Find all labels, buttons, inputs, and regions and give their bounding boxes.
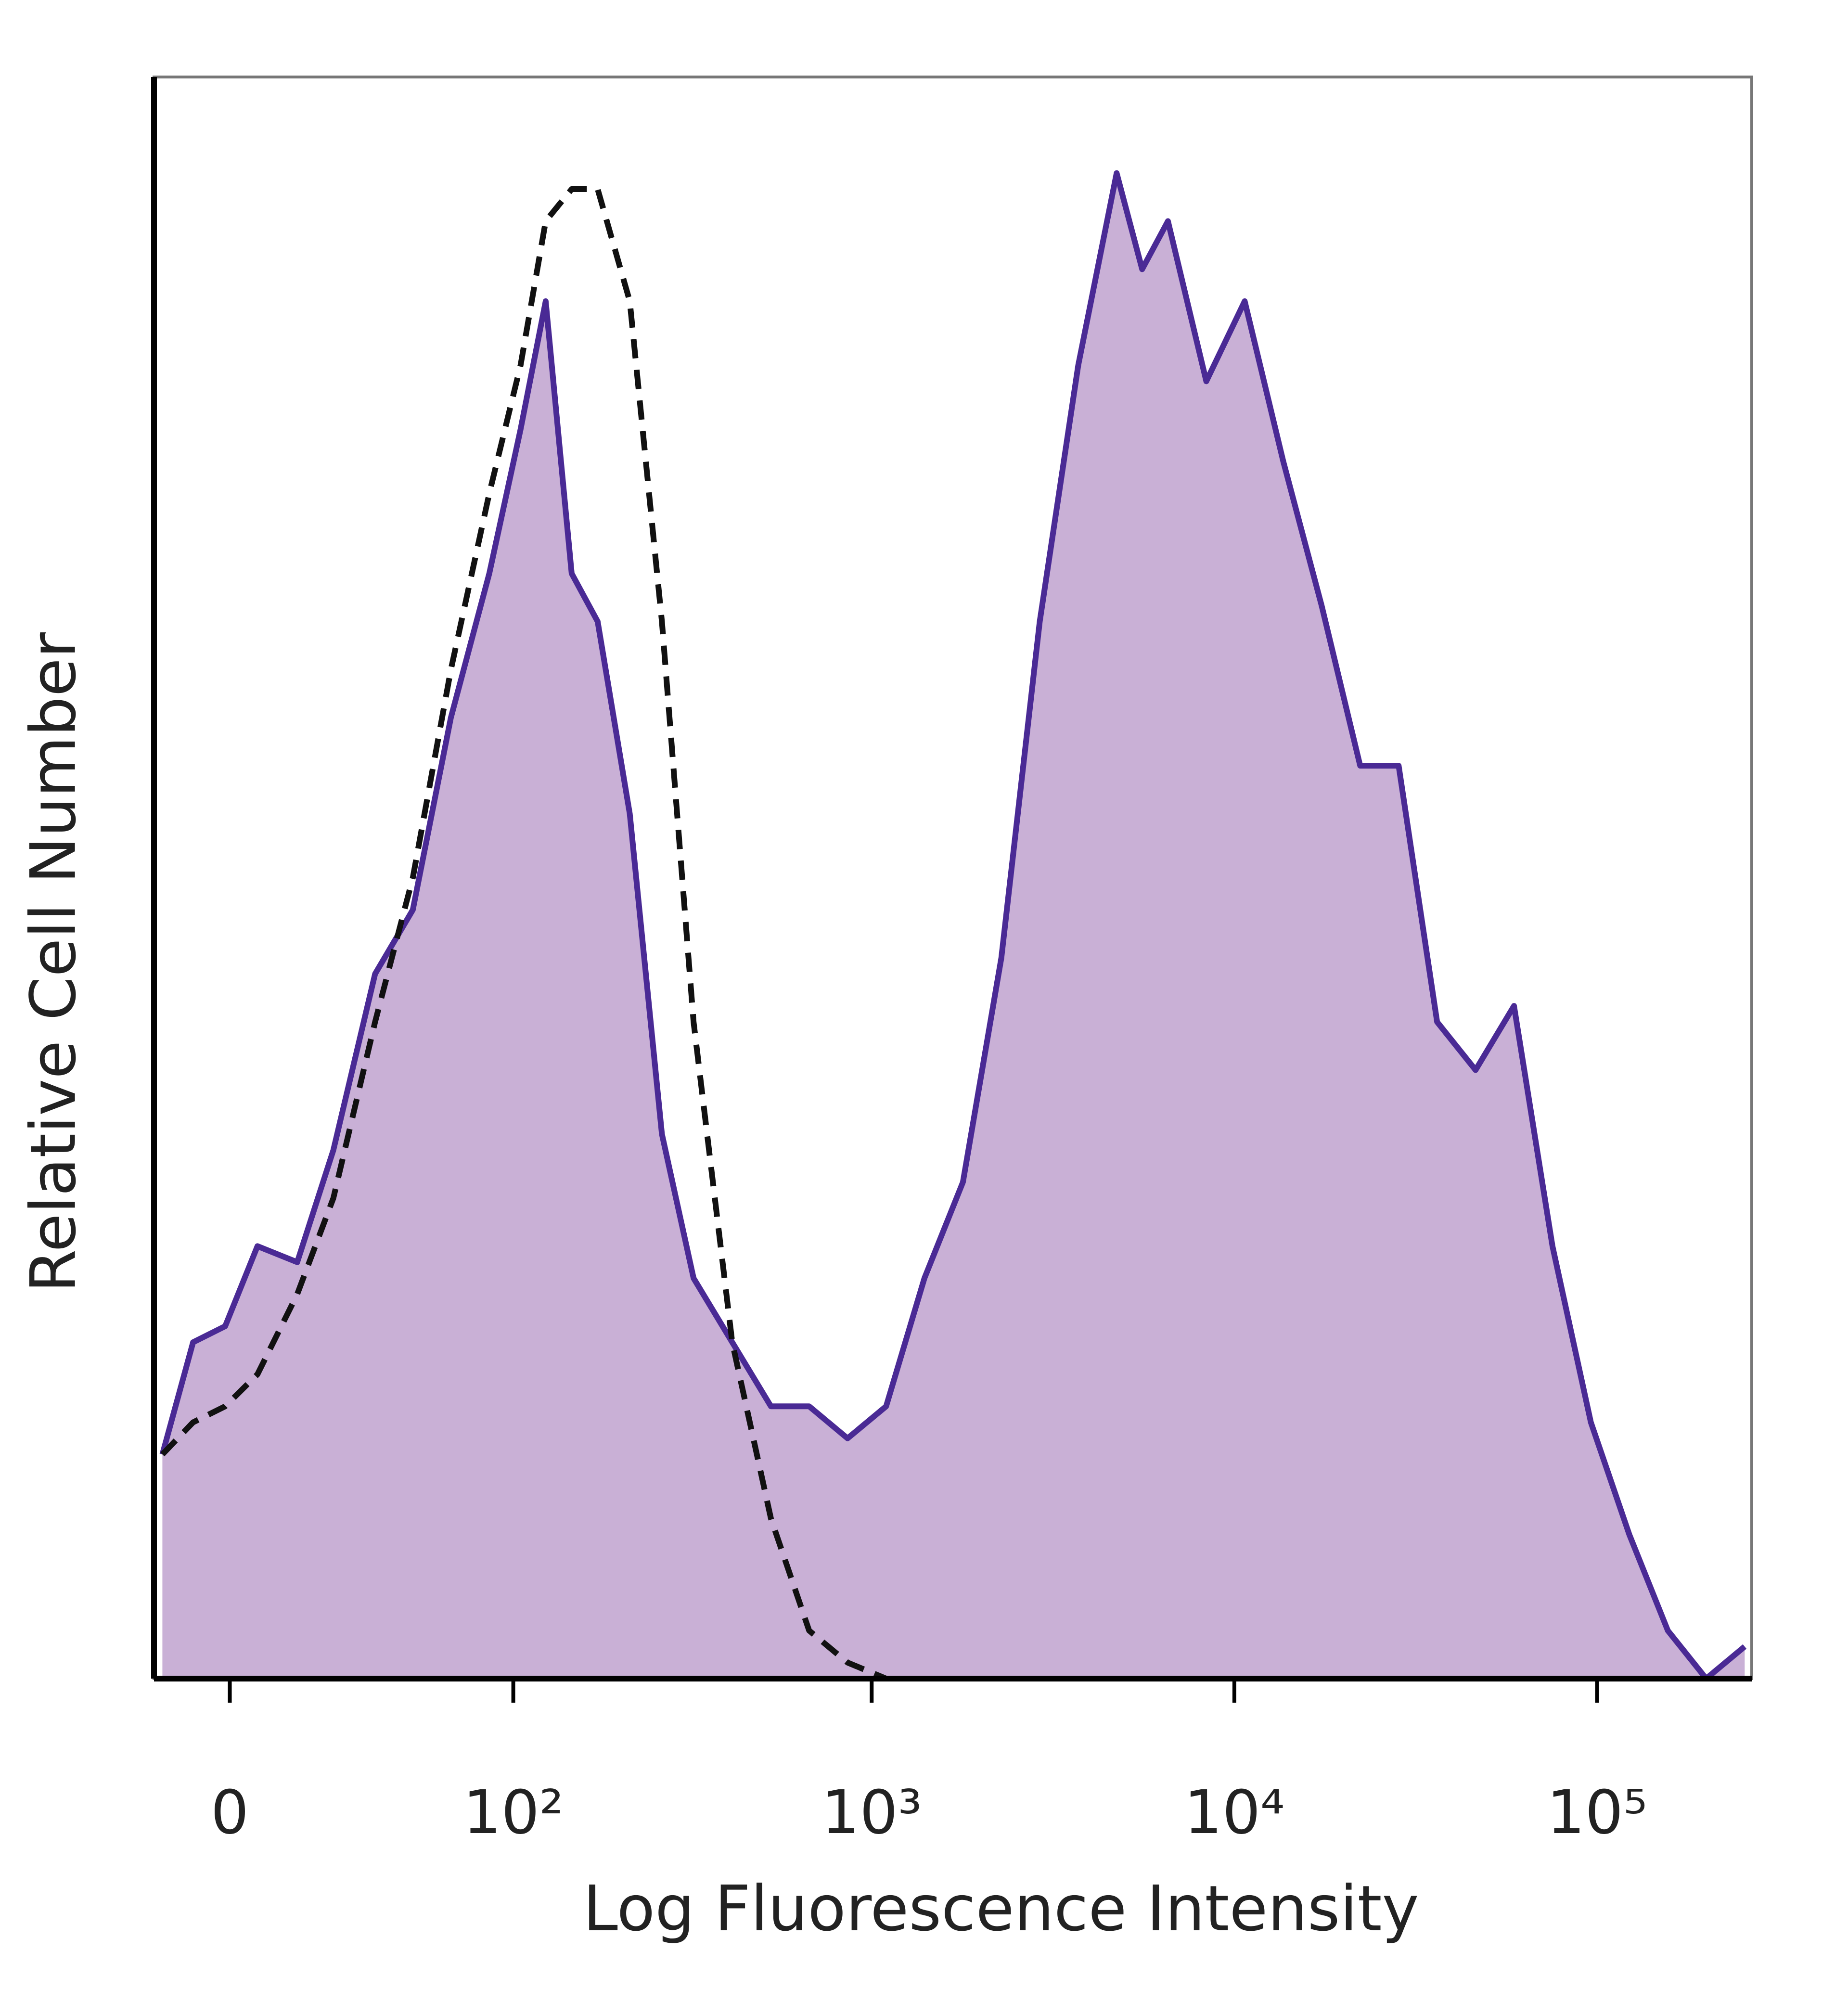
y-axis-title: Relative Cell Number: [17, 632, 90, 1293]
x-tick-label: 10⁵: [1547, 1778, 1647, 1848]
x-axis-title: Log Fluorescence Intensity: [583, 1872, 1419, 1945]
histogram-area: [162, 173, 1745, 1679]
x-tick-label: 10⁴: [1184, 1778, 1284, 1848]
x-tick-label: 10³: [821, 1778, 922, 1848]
x-tick-label: 0: [211, 1778, 249, 1848]
histogram-line: [159, 170, 1747, 1681]
x-tick-label: 10²: [463, 1778, 564, 1848]
